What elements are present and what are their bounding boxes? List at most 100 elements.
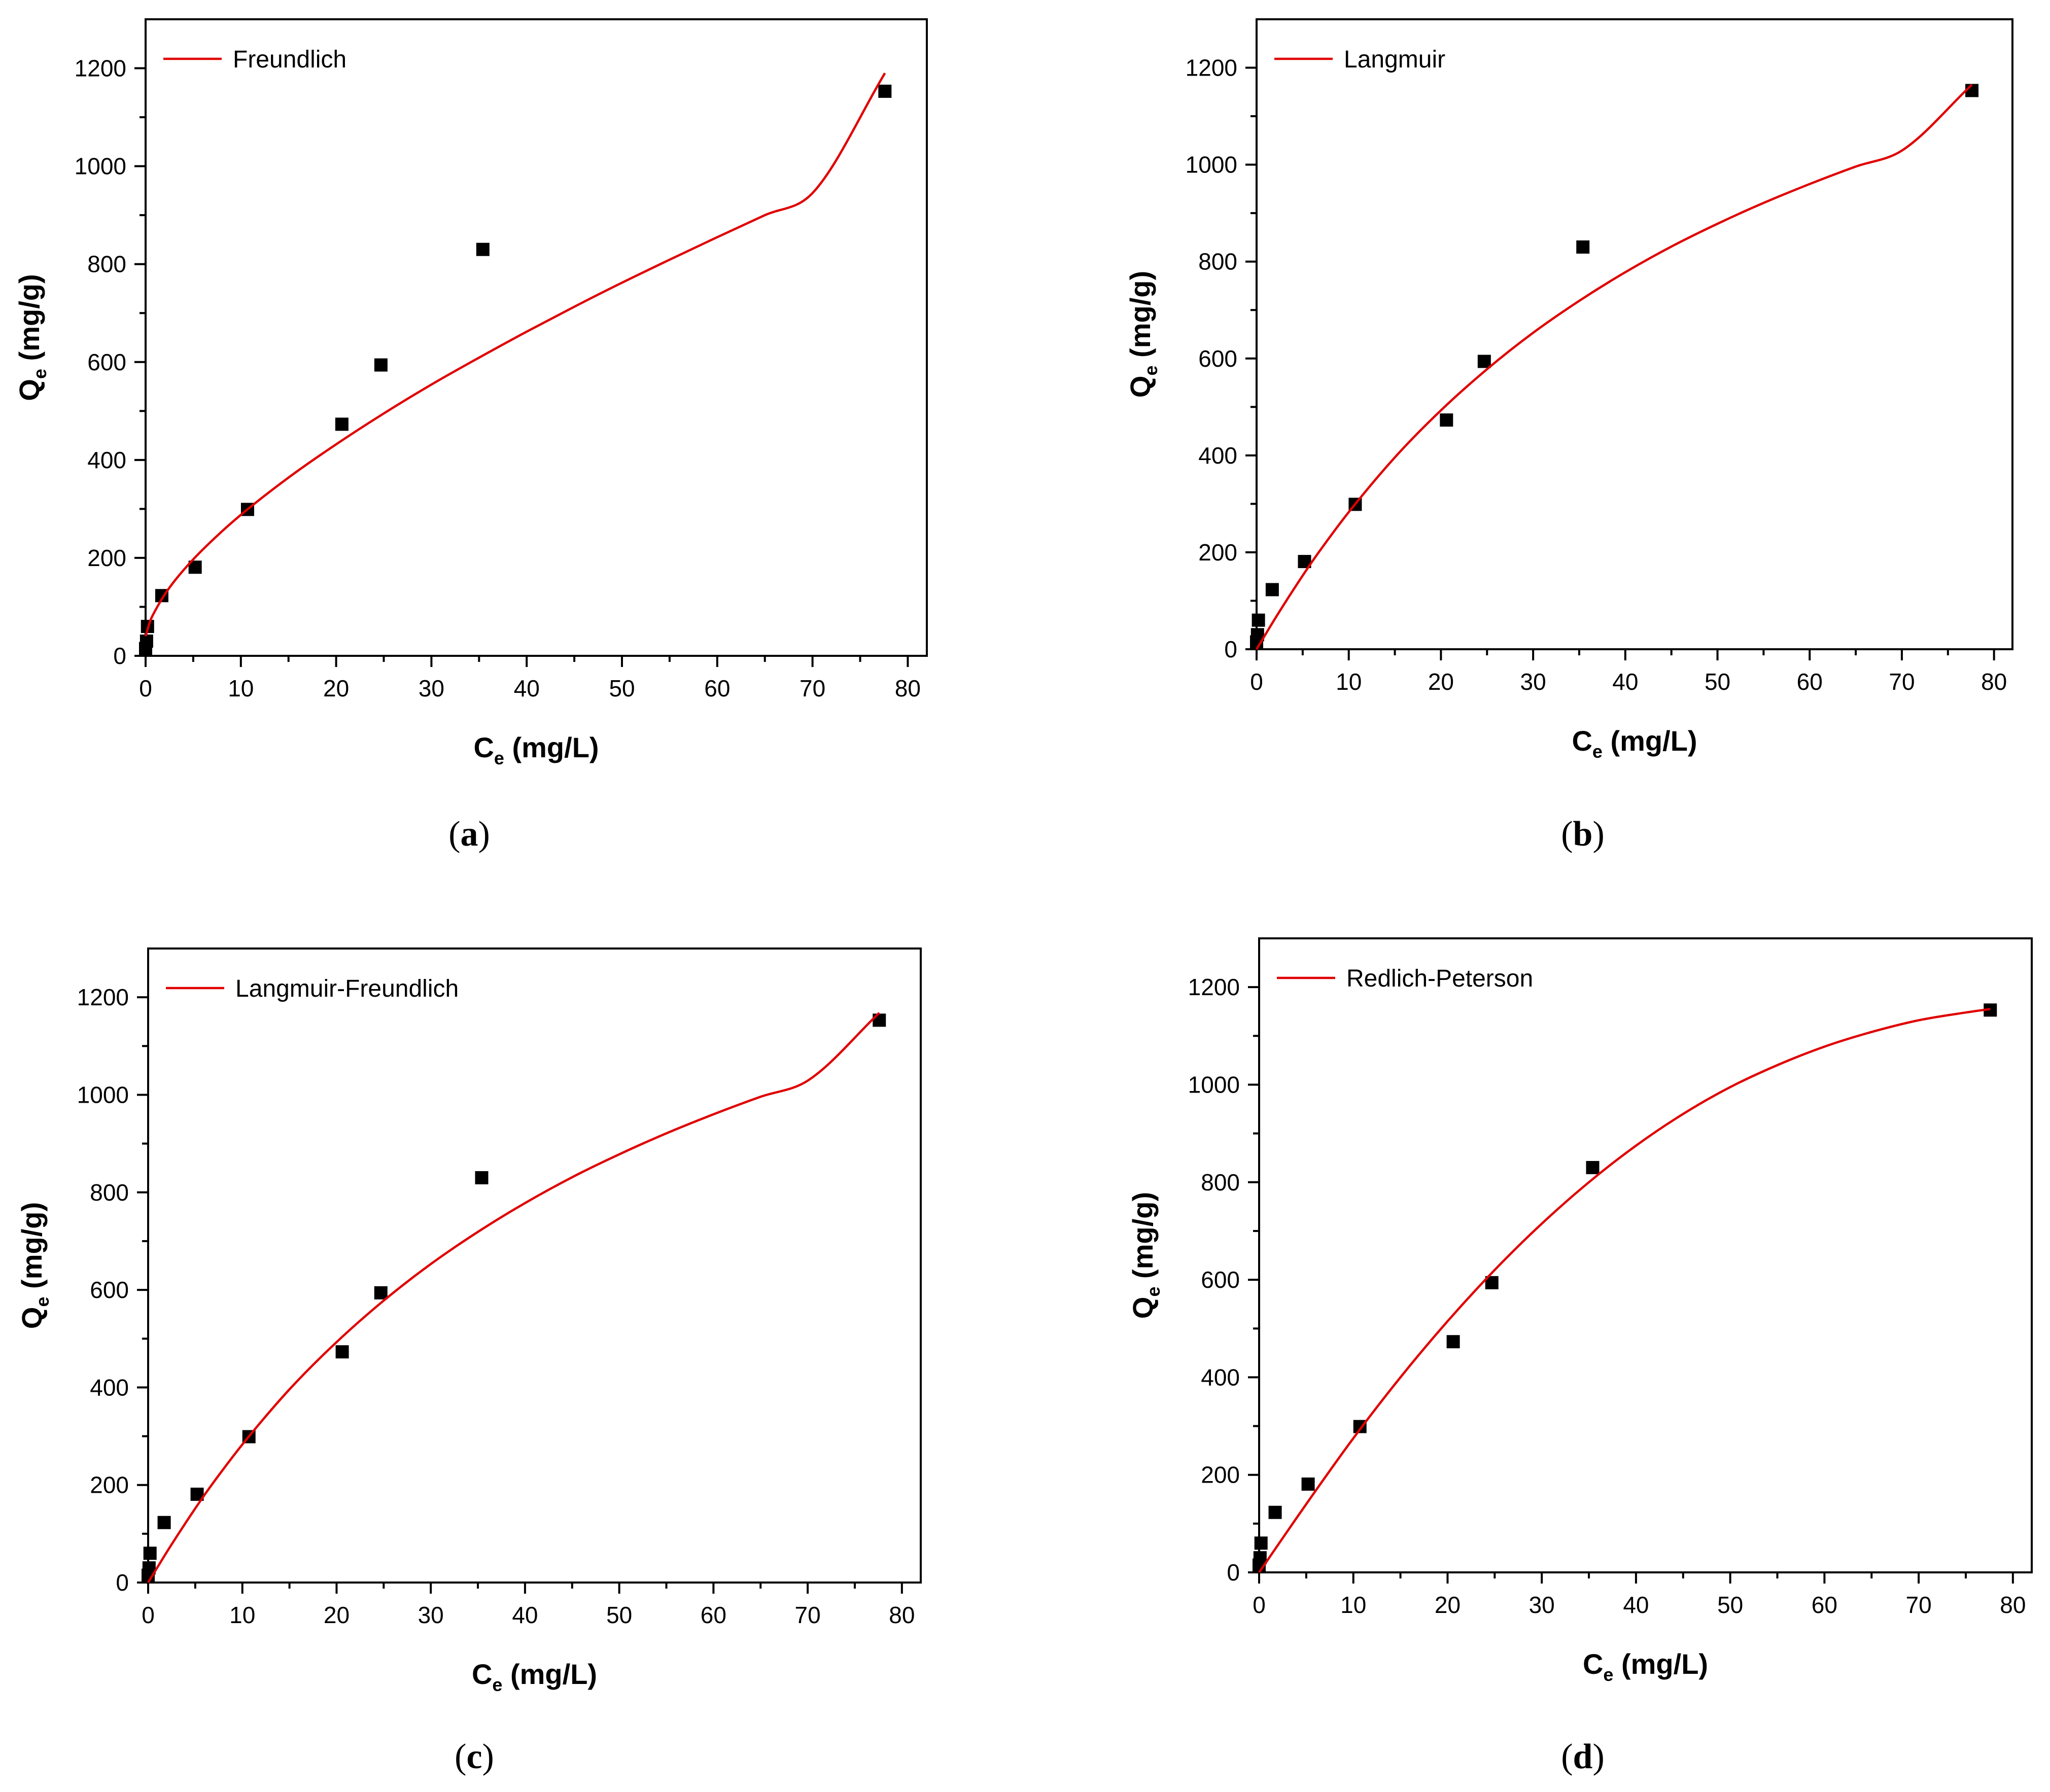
x-axis-title: Ce (mg/L) <box>1572 725 1697 762</box>
y-axis-title: Qe (mg/g) <box>16 1202 53 1329</box>
x-axis-title: Ce (mg/L) <box>472 1658 597 1695</box>
legend-label: Langmuir <box>1344 46 1445 73</box>
x-tick-label: 60 <box>701 1602 726 1628</box>
y-tick-label: 200 <box>87 545 126 571</box>
y-tick-label: 1200 <box>1188 974 1240 1000</box>
data-point <box>1265 583 1279 596</box>
y-tick-label: 800 <box>1198 249 1237 275</box>
panel-label: (c) <box>455 1737 494 1776</box>
y-tick-label: 600 <box>87 349 126 375</box>
data-point <box>157 1516 171 1529</box>
data-point <box>1252 613 1265 627</box>
x-tick-label: 10 <box>1336 669 1362 695</box>
x-axis-title: Ce (mg/L) <box>473 731 599 768</box>
plot-frame <box>147 947 922 1584</box>
data-point <box>374 358 388 372</box>
x-tick-label: 70 <box>800 675 825 701</box>
x-tick-label: 40 <box>1612 669 1638 695</box>
x-tick-label: 60 <box>704 675 730 701</box>
x-tick-label: 0 <box>1253 1592 1266 1618</box>
y-tick-label: 0 <box>1227 1559 1240 1586</box>
y-axis-title: Qe (mg/g) <box>13 274 50 401</box>
chart-panel-4: 0 10 20 30 40 50 60 70 80020040060080010001200Ce… <box>1127 937 2033 1776</box>
y-tick-label: 200 <box>90 1472 129 1498</box>
data-point <box>1253 1551 1267 1565</box>
y-tick-label: 400 <box>87 447 126 473</box>
data-point <box>1440 413 1453 427</box>
y-axis-title: Qe (mg/g) <box>1127 1192 1164 1319</box>
data-point <box>475 1171 489 1184</box>
y-tick-label: 0 <box>116 1569 129 1596</box>
y-tick-label: 1200 <box>75 55 126 82</box>
x-tick-label: 70 <box>795 1602 821 1628</box>
x-tick-label: 0 <box>142 1602 155 1628</box>
x-tick-label: 30 <box>418 1602 444 1628</box>
x-tick-label: 80 <box>2000 1592 2026 1618</box>
y-tick-label: 1000 <box>1186 152 1237 178</box>
panel-label: (a) <box>448 815 490 854</box>
y-tick-label: 1000 <box>77 1081 129 1108</box>
x-tick-label: 40 <box>512 1602 538 1628</box>
plot-frame <box>145 18 928 657</box>
x-tick-label: 70 <box>1906 1592 1932 1618</box>
y-tick-label: 200 <box>1198 539 1237 566</box>
data-point <box>374 1286 388 1299</box>
y-tick-label: 800 <box>1201 1169 1240 1196</box>
x-tick-label: 10 <box>1340 1592 1366 1618</box>
panel-label: (d) <box>1561 1737 1605 1776</box>
fit-curve <box>147 1012 880 1584</box>
x-tick-label: 80 <box>895 675 921 701</box>
y-tick-label: 600 <box>1198 345 1237 372</box>
chart-panel-1: 0 10 20 30 40 50 60 70 80020040060080010001200Ce… <box>13 18 928 854</box>
legend-label: Redlich-Peterson <box>1346 965 1533 992</box>
data-point <box>335 1345 349 1359</box>
x-tick-label: 30 <box>1520 669 1546 695</box>
data-point <box>1477 355 1491 368</box>
y-tick-label: 1200 <box>1186 55 1237 81</box>
x-tick-label: 20 <box>1428 669 1454 695</box>
x-tick-label: 80 <box>889 1602 915 1628</box>
y-tick-label: 400 <box>90 1374 129 1400</box>
y-tick-label: 800 <box>90 1179 129 1206</box>
y-tick-label: 1000 <box>75 153 126 180</box>
data-point <box>1576 240 1590 254</box>
y-tick-label: 200 <box>1201 1462 1240 1488</box>
data-point <box>1254 1536 1268 1550</box>
x-tick-label: 30 <box>1529 1592 1555 1618</box>
data-point <box>1301 1477 1315 1491</box>
x-tick-label: 50 <box>609 675 635 701</box>
y-axis-title: Qe (mg/g) <box>1124 271 1161 398</box>
chart-panel-2: 0 10 20 30 40 50 60 70 80020040060080010001200Ce… <box>1124 18 2013 854</box>
data-point <box>335 417 349 431</box>
chart-panel-3: 0 10 20 30 40 50 60 70 80020040060080010001200Ce… <box>16 947 922 1776</box>
y-tick-label: 1000 <box>1188 1071 1240 1098</box>
x-tick-label: 40 <box>514 675 540 701</box>
fit-curve <box>1258 1008 1991 1573</box>
y-tick-label: 400 <box>1201 1364 1240 1390</box>
y-tick-label: 0 <box>113 643 126 669</box>
y-tick-label: 400 <box>1198 442 1237 469</box>
x-tick-label: 20 <box>324 1602 350 1628</box>
x-tick-label: 50 <box>1705 669 1730 695</box>
data-point <box>1446 1335 1460 1349</box>
fit-curve <box>144 73 886 637</box>
panel-label: (b) <box>1561 815 1605 854</box>
x-tick-label: 10 <box>229 1602 255 1628</box>
x-tick-label: 20 <box>1435 1592 1461 1618</box>
plot-frame <box>1256 18 2013 650</box>
y-tick-label: 800 <box>87 251 126 277</box>
data-point <box>476 242 490 256</box>
fit-curve <box>1256 84 1973 650</box>
legend-label: Langmuir-Freundlich <box>235 975 459 1002</box>
data-point <box>1268 1505 1282 1519</box>
x-tick-label: 30 <box>419 675 444 701</box>
data-point <box>140 635 153 648</box>
x-tick-label: 50 <box>606 1602 632 1628</box>
x-axis-title: Ce (mg/L) <box>1583 1648 1708 1685</box>
y-tick-label: 600 <box>1201 1267 1240 1293</box>
x-tick-label: 80 <box>1981 669 2007 695</box>
x-tick-label: 60 <box>1812 1592 1837 1618</box>
y-tick-label: 600 <box>90 1277 129 1303</box>
data-point <box>873 1013 886 1027</box>
